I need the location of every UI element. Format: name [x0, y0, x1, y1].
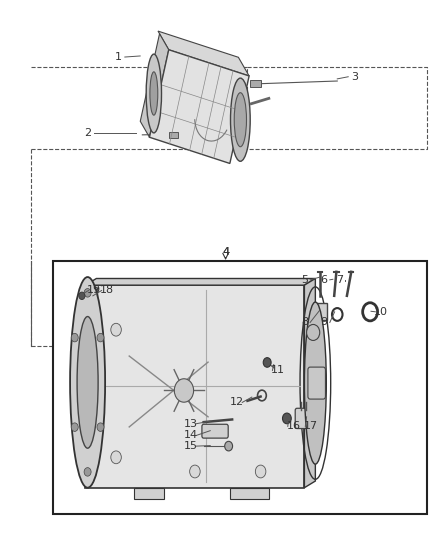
Text: 2: 2 [84, 128, 91, 138]
Circle shape [111, 451, 121, 464]
Text: 18: 18 [100, 286, 114, 295]
Text: 11: 11 [271, 366, 285, 375]
Ellipse shape [304, 302, 326, 464]
Polygon shape [134, 488, 164, 499]
Circle shape [97, 333, 104, 342]
FancyBboxPatch shape [88, 287, 98, 304]
Text: 10: 10 [374, 307, 388, 317]
Ellipse shape [70, 277, 105, 488]
Bar [250, 80, 261, 87]
Circle shape [190, 465, 200, 478]
Ellipse shape [146, 54, 162, 133]
Polygon shape [158, 31, 249, 76]
Ellipse shape [230, 78, 250, 161]
Text: 15: 15 [184, 441, 198, 451]
Text: 7: 7 [336, 275, 343, 285]
Ellipse shape [77, 317, 98, 448]
Polygon shape [230, 488, 269, 499]
Text: 5: 5 [301, 275, 308, 285]
Circle shape [79, 292, 85, 300]
Text: 4: 4 [222, 247, 229, 257]
Circle shape [111, 324, 121, 336]
Text: 9: 9 [321, 318, 328, 327]
Bar [314, 303, 327, 320]
Text: 16: 16 [286, 422, 300, 431]
Circle shape [97, 423, 104, 431]
Ellipse shape [150, 72, 158, 115]
Polygon shape [140, 34, 169, 138]
Polygon shape [85, 278, 315, 285]
Circle shape [283, 413, 291, 424]
Text: 17: 17 [304, 422, 318, 431]
Text: 1: 1 [115, 52, 122, 62]
Circle shape [307, 325, 320, 341]
FancyBboxPatch shape [85, 285, 304, 488]
Text: 4: 4 [222, 247, 229, 257]
Text: 19: 19 [87, 286, 101, 295]
Text: 13: 13 [184, 419, 198, 429]
Circle shape [71, 333, 78, 342]
Circle shape [255, 465, 266, 478]
Bar [53, 261, 427, 514]
Text: 14: 14 [184, 431, 198, 440]
Ellipse shape [234, 93, 247, 147]
Circle shape [84, 467, 91, 476]
Circle shape [263, 358, 271, 367]
Bar [169, 132, 178, 138]
FancyBboxPatch shape [202, 424, 228, 438]
FancyBboxPatch shape [295, 408, 312, 429]
Polygon shape [149, 50, 249, 164]
Polygon shape [304, 278, 315, 488]
Text: 3: 3 [351, 72, 358, 82]
Text: 12: 12 [230, 398, 244, 407]
Circle shape [174, 379, 194, 402]
Circle shape [84, 288, 91, 297]
Circle shape [225, 441, 233, 451]
Text: 6: 6 [321, 275, 328, 285]
Circle shape [71, 423, 78, 431]
FancyBboxPatch shape [308, 367, 325, 399]
Text: 8: 8 [301, 318, 308, 327]
